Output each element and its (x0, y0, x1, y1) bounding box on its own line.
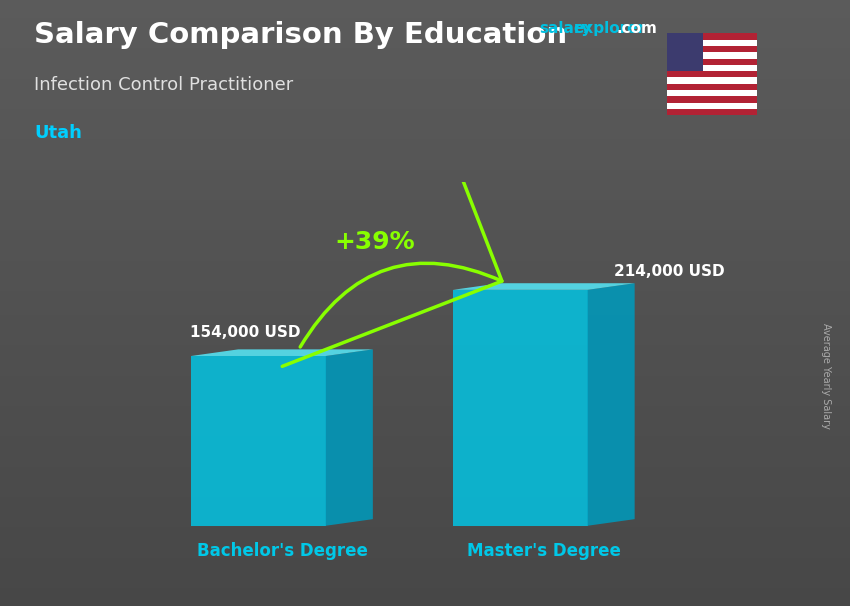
Bar (667, 39, 756, 46)
Polygon shape (191, 356, 326, 526)
Polygon shape (453, 290, 587, 526)
Bar (667, 96, 756, 102)
Text: Infection Control Practitioner: Infection Control Practitioner (34, 76, 293, 94)
Text: Average Yearly Salary: Average Yearly Salary (821, 323, 831, 428)
FancyArrowPatch shape (282, 61, 502, 367)
Text: Master's Degree: Master's Degree (467, 542, 620, 560)
Text: Salary Comparison By Education: Salary Comparison By Education (34, 21, 567, 49)
Polygon shape (191, 350, 373, 356)
Bar (667, 65, 756, 71)
Bar (667, 33, 703, 71)
Bar (667, 46, 756, 52)
Text: salary: salary (540, 21, 592, 36)
Bar (667, 52, 756, 59)
Bar (667, 71, 756, 78)
Bar (667, 84, 756, 90)
Bar (667, 90, 756, 96)
Text: 214,000 USD: 214,000 USD (615, 264, 725, 279)
Text: Utah: Utah (34, 124, 82, 142)
Bar (667, 78, 756, 84)
Text: +39%: +39% (334, 230, 415, 254)
Bar (667, 33, 756, 39)
Text: .com: .com (616, 21, 657, 36)
Bar (667, 59, 756, 65)
Text: 154,000 USD: 154,000 USD (190, 325, 300, 340)
Text: explorer: explorer (574, 21, 646, 36)
Polygon shape (453, 283, 635, 290)
Text: Bachelor's Degree: Bachelor's Degree (196, 542, 367, 560)
Polygon shape (587, 283, 635, 526)
Polygon shape (326, 350, 373, 526)
Bar (667, 102, 756, 109)
Bar (667, 109, 756, 115)
